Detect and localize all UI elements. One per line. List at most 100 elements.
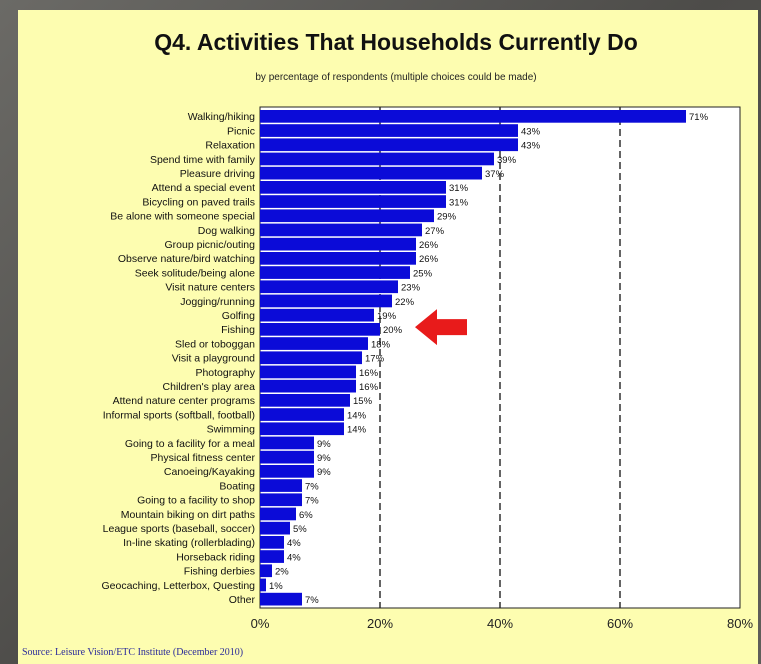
bar bbox=[260, 564, 272, 578]
bar bbox=[260, 110, 686, 123]
chart-panel: Q4. Activities That Households Currently… bbox=[18, 10, 758, 664]
value-label: 16% bbox=[359, 368, 379, 379]
category-label: Spend time with family bbox=[150, 154, 256, 166]
bar bbox=[260, 337, 368, 350]
bar bbox=[260, 209, 434, 223]
value-label: 25% bbox=[413, 268, 433, 279]
bar bbox=[260, 592, 302, 606]
bar bbox=[260, 578, 266, 592]
bar bbox=[260, 166, 482, 180]
bar bbox=[260, 323, 380, 336]
value-label: 18% bbox=[371, 339, 391, 350]
category-label: Sled or toboggan bbox=[175, 338, 255, 350]
category-label: Fishing bbox=[221, 324, 255, 336]
bar bbox=[260, 521, 290, 535]
category-label: Geocaching, Letterbox, Questing bbox=[101, 580, 255, 592]
chart-subtitle: by percentage of respondents (multiple c… bbox=[255, 72, 536, 83]
value-label: 23% bbox=[401, 283, 421, 294]
plot-area: 0% 20% 40% 60% 80% Walking/hiking 71% Picnic 43%… bbox=[101, 106, 753, 631]
category-label: Walking/hiking bbox=[188, 111, 255, 123]
bar bbox=[260, 152, 494, 166]
bar bbox=[260, 294, 392, 308]
category-label: Mountain biking on dirt paths bbox=[121, 509, 255, 521]
category-label: Be alone with someone special bbox=[110, 211, 255, 223]
source-note: Source: Leisure Vision/ETC Institute (De… bbox=[22, 647, 243, 658]
value-label: 7% bbox=[305, 496, 319, 507]
bar bbox=[260, 550, 284, 563]
category-label: Visit a playground bbox=[172, 353, 255, 365]
value-label: 22% bbox=[395, 297, 415, 308]
value-label: 43% bbox=[521, 126, 541, 137]
value-label: 37% bbox=[485, 169, 505, 180]
bar bbox=[260, 507, 296, 521]
category-label: Going to a facility to shop bbox=[137, 495, 255, 507]
value-label: 27% bbox=[425, 226, 445, 237]
value-label: 26% bbox=[419, 254, 439, 265]
x-tick-label: 80% bbox=[727, 616, 753, 631]
value-label: 17% bbox=[365, 354, 385, 365]
value-label: 15% bbox=[353, 396, 373, 407]
category-label: Picnic bbox=[227, 125, 255, 137]
value-label: 6% bbox=[299, 510, 313, 521]
category-label: Bicycling on paved trails bbox=[142, 196, 255, 208]
value-label: 31% bbox=[449, 197, 469, 208]
value-label: 29% bbox=[437, 212, 457, 223]
chart-title: Q4. Activities That Households Currently… bbox=[154, 29, 638, 55]
value-label: 31% bbox=[449, 183, 469, 194]
bar bbox=[260, 394, 350, 407]
category-label: Informal sports (softball, football) bbox=[103, 409, 255, 421]
x-tick-label: 0% bbox=[251, 616, 270, 631]
bar bbox=[260, 280, 398, 294]
category-label: Attend a special event bbox=[152, 182, 255, 194]
value-label: 43% bbox=[521, 141, 541, 152]
category-label: Seek solitude/being alone bbox=[135, 267, 255, 279]
category-label: Pleasure driving bbox=[180, 168, 255, 180]
value-label: 26% bbox=[419, 240, 439, 251]
value-label: 7% bbox=[305, 481, 319, 492]
category-label: Children's play area bbox=[163, 381, 256, 393]
category-label: Swimming bbox=[207, 424, 256, 436]
bar bbox=[260, 436, 314, 450]
value-label: 5% bbox=[293, 524, 307, 535]
value-label: 9% bbox=[317, 467, 331, 478]
bar bbox=[260, 536, 284, 549]
category-label: Group picnic/outing bbox=[165, 239, 256, 251]
bar bbox=[260, 138, 518, 152]
bar bbox=[260, 195, 446, 208]
bar bbox=[260, 351, 362, 365]
value-label: 20% bbox=[383, 325, 403, 336]
category-label: In-line skating (rollerblading) bbox=[123, 537, 255, 549]
value-label: 14% bbox=[347, 425, 367, 436]
value-label: 9% bbox=[317, 439, 331, 450]
bar bbox=[260, 450, 314, 464]
value-label: 16% bbox=[359, 382, 379, 393]
bar bbox=[260, 181, 446, 194]
category-label: Other bbox=[229, 594, 256, 606]
category-label: Horseback riding bbox=[176, 551, 255, 563]
category-label: League sports (baseball, soccer) bbox=[103, 523, 255, 535]
bar bbox=[260, 237, 416, 251]
value-label: 4% bbox=[287, 552, 301, 563]
value-label: 9% bbox=[317, 453, 331, 464]
bar bbox=[260, 379, 356, 393]
category-label: Canoeing/Kayaking bbox=[164, 466, 255, 478]
value-label: 7% bbox=[305, 595, 319, 606]
value-label: 1% bbox=[269, 581, 283, 592]
category-label: Jogging/running bbox=[180, 296, 255, 308]
bar bbox=[260, 266, 410, 279]
x-tick-label: 40% bbox=[487, 616, 513, 631]
category-label: Visit nature centers bbox=[165, 282, 255, 294]
category-label: Observe nature/bird watching bbox=[118, 253, 255, 265]
category-label: Photography bbox=[195, 367, 255, 379]
category-label: Golfing bbox=[222, 310, 255, 322]
value-label: 2% bbox=[275, 567, 289, 578]
bar bbox=[260, 124, 518, 137]
bar-chart: Q4. Activities That Households Currently… bbox=[22, 29, 753, 658]
bar bbox=[260, 465, 314, 478]
category-label: Attend nature center programs bbox=[113, 395, 255, 407]
value-label: 71% bbox=[689, 112, 709, 123]
bar bbox=[260, 408, 344, 421]
bar bbox=[260, 479, 302, 492]
category-label: Fishing derbies bbox=[184, 566, 255, 578]
category-label: Physical fitness center bbox=[151, 452, 256, 464]
